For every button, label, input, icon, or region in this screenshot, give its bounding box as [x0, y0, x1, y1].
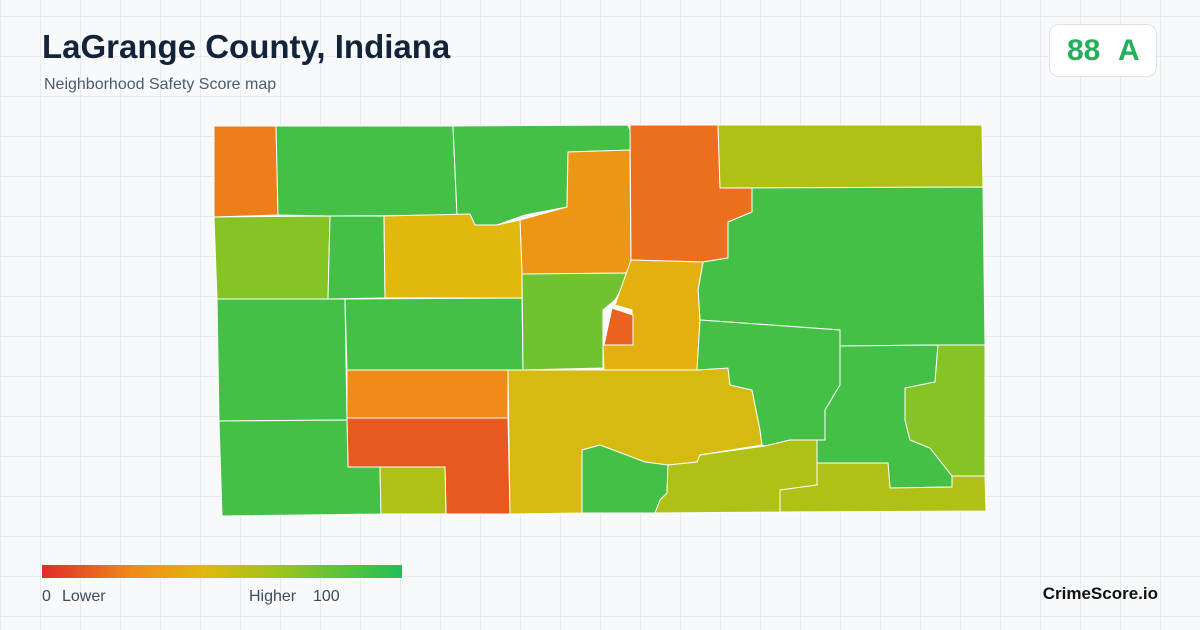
- region: [779, 462, 987, 513]
- legend-gradient: [42, 565, 402, 578]
- title: LaGrange County, Indiana: [42, 28, 451, 65]
- region: [717, 124, 984, 189]
- legend-min: 0: [42, 588, 51, 605]
- score-grade: A: [1118, 34, 1140, 67]
- region: [379, 466, 447, 515]
- region: [213, 215, 331, 300]
- legend-max: 100: [313, 588, 340, 605]
- region: [275, 125, 458, 217]
- subtitle: Neighborhood Safety Score map: [44, 76, 277, 93]
- score-badge: 88 A: [1049, 24, 1157, 77]
- region: [327, 215, 386, 300]
- region: [904, 344, 986, 477]
- region: [383, 213, 523, 299]
- region: [216, 298, 348, 422]
- score-value: 88: [1067, 34, 1101, 67]
- legend-low-label: Lower: [62, 588, 106, 605]
- legend-high-label: Higher: [249, 588, 297, 605]
- region: [344, 297, 524, 371]
- brand: CrimeScore.io: [1042, 584, 1158, 603]
- region: [603, 307, 634, 346]
- region: [346, 369, 509, 419]
- region: [213, 125, 279, 218]
